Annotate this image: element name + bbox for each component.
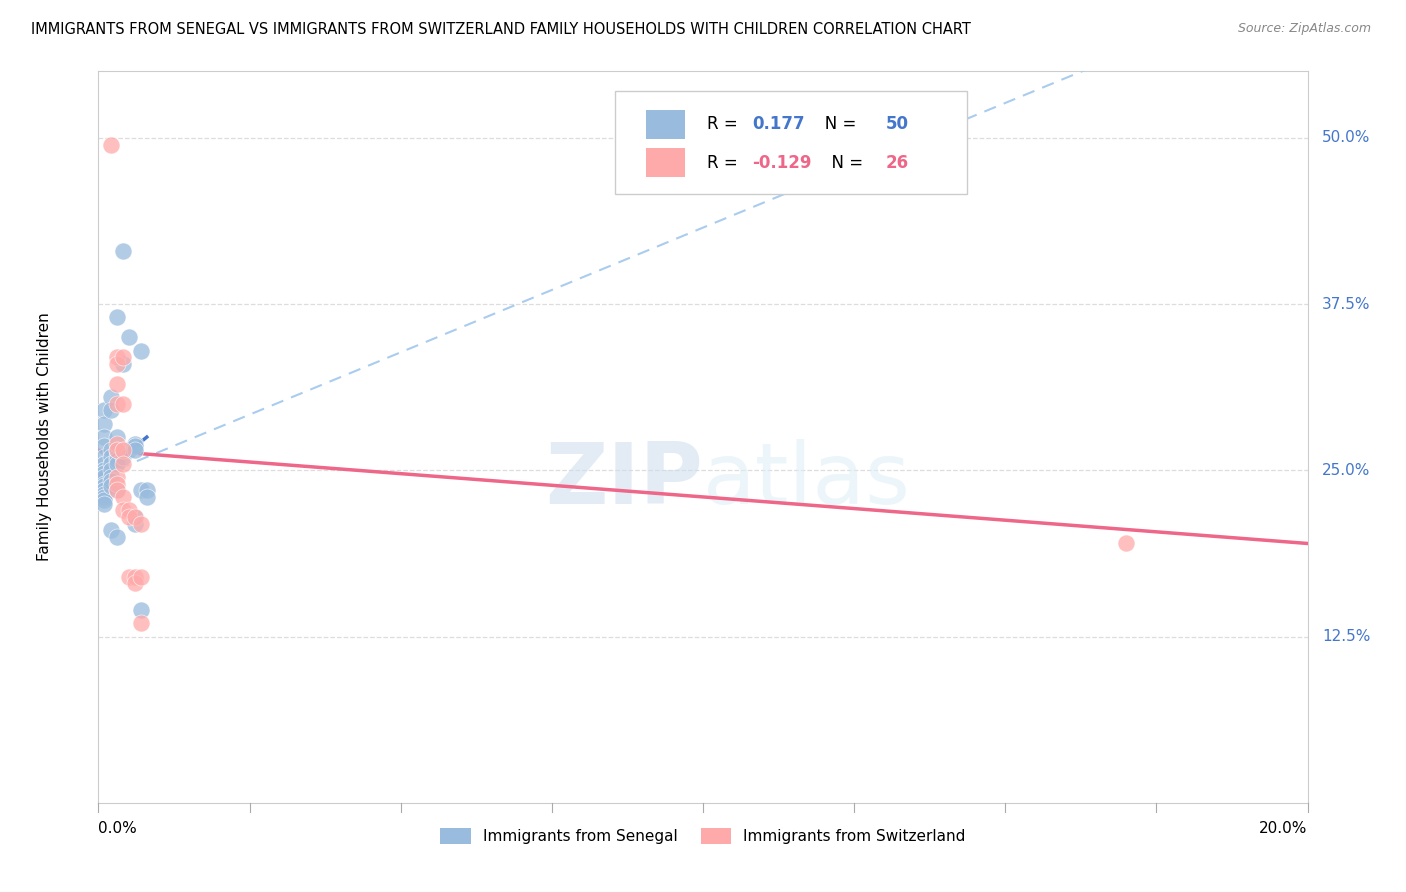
Point [111,503,134,517]
Point [100,470,122,484]
Text: N =: N = [821,153,869,172]
Point [93,463,115,477]
Point [93,439,115,453]
Point [105,476,128,491]
Point [100,137,122,152]
Text: IMMIGRANTS FROM SENEGAL VS IMMIGRANTS FROM SWITZERLAND FAMILY HOUSEHOLDS WITH CH: IMMIGRANTS FROM SENEGAL VS IMMIGRANTS FR… [31,22,970,37]
Point [129,603,152,617]
Point [93,430,115,444]
Point [93,492,115,507]
Text: 50: 50 [886,115,908,134]
Point [93,403,115,417]
Point [124,443,146,458]
Point [124,570,146,584]
Point [105,452,128,467]
Point [105,430,128,444]
Point [100,390,122,404]
FancyBboxPatch shape [614,91,966,194]
Text: R =: R = [707,153,742,172]
FancyBboxPatch shape [647,148,685,178]
Point [135,490,157,504]
Point [111,357,134,371]
Point [105,397,128,411]
Point [129,516,152,531]
Point [129,570,152,584]
Point [111,397,134,411]
Point [100,479,122,493]
Point [93,470,115,484]
Point [111,351,134,365]
Text: 37.5%: 37.5% [1322,297,1371,311]
Point [111,490,134,504]
Text: N =: N = [810,115,862,134]
Point [1115,536,1137,550]
Point [93,457,115,471]
Point [100,523,122,537]
Text: 0.177: 0.177 [752,115,806,134]
Point [93,479,115,493]
Point [111,457,134,471]
Point [105,351,128,365]
Text: 25.0%: 25.0% [1322,463,1371,478]
Point [93,476,115,491]
Point [124,439,146,453]
Point [100,450,122,464]
Point [124,516,146,531]
Point [93,497,115,511]
Point [118,570,141,584]
Point [105,470,128,484]
Point [105,436,128,450]
Text: 20.0%: 20.0% [1260,821,1308,836]
Point [100,403,122,417]
Point [105,357,128,371]
Point [118,503,141,517]
Legend: Immigrants from Senegal, Immigrants from Switzerland: Immigrants from Senegal, Immigrants from… [434,822,972,850]
Point [124,436,146,450]
Point [129,616,152,631]
Point [93,417,115,431]
Point [118,443,141,458]
Point [100,463,122,477]
Point [105,443,128,458]
Point [118,330,141,344]
Point [105,457,128,471]
Point [93,483,115,498]
Point [111,450,134,464]
Point [111,443,134,458]
Point [111,244,134,258]
Text: 0.0%: 0.0% [98,821,138,836]
Point [93,487,115,501]
Text: 26: 26 [886,153,908,172]
Point [124,509,146,524]
Point [105,530,128,544]
Point [135,483,157,498]
Point [105,483,128,498]
Point [93,450,115,464]
Point [105,443,128,458]
Point [93,466,115,480]
Point [124,576,146,591]
FancyBboxPatch shape [647,110,685,139]
Point [118,509,141,524]
Text: Source: ZipAtlas.com: Source: ZipAtlas.com [1237,22,1371,36]
Text: -0.129: -0.129 [752,153,813,172]
Point [105,376,128,391]
Point [111,443,134,458]
Text: atlas: atlas [703,440,911,523]
Text: ZIP: ZIP [546,440,703,523]
Point [105,483,128,498]
Text: 12.5%: 12.5% [1322,629,1371,644]
Point [93,490,115,504]
Point [100,443,122,458]
Point [100,474,122,488]
Point [129,343,152,358]
Point [100,457,122,471]
Text: R =: R = [707,115,742,134]
Text: Family Households with Children: Family Households with Children [37,313,52,561]
Point [105,450,128,464]
Point [105,310,128,325]
Point [124,509,146,524]
Point [129,483,152,498]
Text: 50.0%: 50.0% [1322,130,1371,145]
